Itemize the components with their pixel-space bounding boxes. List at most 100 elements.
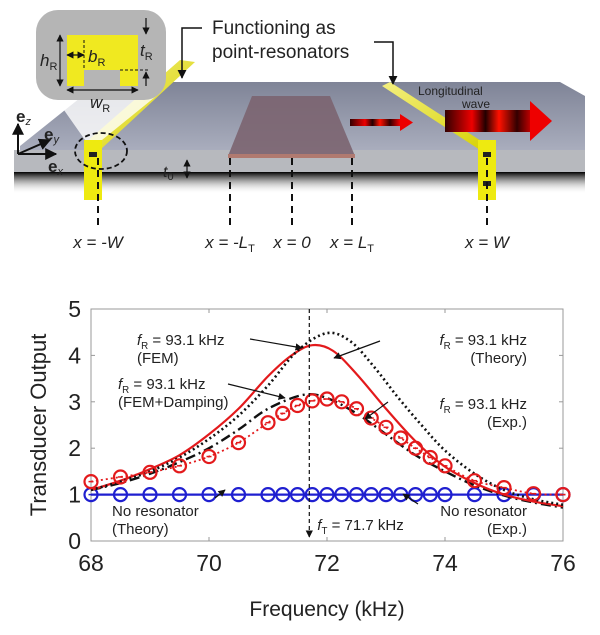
left-resonator-under	[84, 178, 102, 200]
data-point	[230, 487, 247, 503]
annotation-arrow	[402, 493, 419, 505]
data-point	[525, 486, 542, 502]
data-point	[201, 487, 217, 503]
series-layer	[83, 331, 571, 509]
transducer-edge	[228, 154, 355, 158]
annotation-line2: (Theory)	[112, 521, 169, 538]
series-fr-93-1-khz-exp-	[83, 391, 571, 503]
annotation-line2: (Theory)	[470, 350, 527, 367]
data-point	[304, 393, 320, 409]
data-point	[171, 487, 188, 503]
schematic: Longitudinal wave hR bR tR wR Functionin…	[12, 10, 585, 255]
coordinate-axes: ez ey ex	[12, 107, 63, 178]
data-point	[83, 474, 99, 490]
data-point	[142, 487, 158, 503]
right-resonator	[382, 82, 495, 150]
y-tick-label: 1	[68, 482, 81, 508]
data-point	[304, 487, 320, 503]
annotation-arrow	[214, 489, 226, 499]
thickness-label: t0	[163, 164, 174, 183]
annotation-arrow	[227, 383, 286, 400]
x-axis-label: Frequency (kHz)	[249, 598, 404, 621]
annotation: fR = 93.1 kHz(Exp.)	[364, 396, 527, 431]
resonator-highlight-circle	[74, 132, 128, 170]
data-point	[393, 430, 409, 446]
t-r-label: tR	[140, 41, 153, 63]
annotation-line1: No resonator	[112, 503, 199, 520]
annotation-arrow	[333, 340, 381, 360]
annotation: No resonator(Exp.)	[402, 493, 527, 538]
data-point	[289, 397, 306, 414]
axis-ticks: 68 70 72 74 76 0 1 2 3 4 5	[68, 296, 576, 576]
w-r-label: wR	[90, 93, 110, 115]
position-markers: x = -W x = -LT x = 0 x = LT x = W	[72, 158, 511, 255]
annotation-line2: (FEM+Damping)	[118, 394, 228, 411]
x-tick-label: 74	[432, 550, 458, 576]
callout-line1: Functioning as	[212, 18, 336, 39]
data-point	[230, 435, 247, 451]
annotation-line2: (Exp.)	[487, 414, 527, 431]
annotation: No resonator(Theory)	[112, 489, 226, 538]
ez-label: ez	[16, 107, 31, 128]
annotation-line1: No resonator	[440, 503, 527, 520]
data-point	[334, 487, 350, 503]
x-tick-label: 72	[314, 550, 340, 576]
data-point	[334, 394, 350, 410]
series-line	[90, 398, 564, 496]
ey-label: ey	[44, 125, 60, 146]
y-tick-label: 5	[68, 296, 81, 322]
annotation-arrow	[249, 338, 303, 351]
y-tick-label: 3	[68, 389, 81, 415]
annotation-line1: fR = 93.1 kHz	[118, 376, 206, 396]
data-point	[112, 469, 129, 485]
annotation-line2: (FEM)	[137, 350, 179, 367]
data-point	[422, 449, 438, 466]
wave-label-line2: wave	[461, 97, 490, 111]
data-point	[260, 415, 276, 431]
vline-layer: fT = 71.7 kHz	[305, 309, 404, 538]
callout-arrow-left	[177, 27, 202, 79]
right-resonator-notch-top	[483, 152, 491, 157]
data-point	[555, 487, 571, 503]
data-point	[319, 391, 335, 407]
data-point	[260, 487, 276, 503]
callout-arrow-right	[374, 41, 398, 85]
annotation: fR = 93.1 kHz(FEM)	[137, 332, 303, 367]
position-label: x = 0	[272, 233, 311, 252]
vline-label: fT = 71.7 kHz	[317, 517, 403, 537]
x-tick-label: 70	[196, 550, 222, 576]
chart: 68 70 72 74 76 0 1 2 3 4 5 fT = 71.7 kHz fR = 93.1…	[26, 296, 576, 621]
resonator-cross-section-inset: hR bR tR wR	[36, 10, 166, 140]
y-tick-label: 2	[68, 435, 81, 461]
ex-label: ex	[48, 157, 63, 178]
data-point	[496, 480, 512, 496]
series-fr-93-1-khz-fem-	[90, 343, 564, 508]
annotation-layer: fR = 93.1 kHz(FEM)fR = 93.1 kHz(FEM+Damp…	[112, 332, 527, 538]
series-line	[90, 392, 564, 509]
y-axis-label: Transducer Output	[26, 334, 51, 517]
left-resonator-front	[84, 140, 102, 180]
data-point	[363, 487, 379, 503]
data-point	[112, 487, 129, 503]
y-tick-label: 0	[68, 528, 81, 554]
data-point	[378, 419, 394, 435]
position-label: x = -W	[72, 233, 125, 252]
plate-side	[14, 150, 585, 172]
data-point	[142, 464, 158, 480]
data-point	[437, 487, 453, 503]
wave-label-line1: Longitudinal	[418, 84, 483, 98]
b-r-label: bR	[88, 47, 105, 69]
data-point	[348, 401, 365, 417]
annotation-line1: fR = 93.1 kHz	[439, 332, 527, 352]
data-point	[275, 405, 291, 421]
x-tick-label: 76	[550, 550, 576, 576]
annotation-line2: (Exp.)	[487, 521, 527, 538]
data-point	[275, 487, 291, 503]
series-fr-93-1-khz-fem-damping-	[90, 392, 564, 509]
data-point	[171, 458, 188, 474]
longitudinal-wave-arrow-small	[350, 114, 413, 131]
data-point	[407, 440, 424, 456]
transducer-patch	[228, 96, 355, 156]
data-point	[201, 448, 217, 465]
